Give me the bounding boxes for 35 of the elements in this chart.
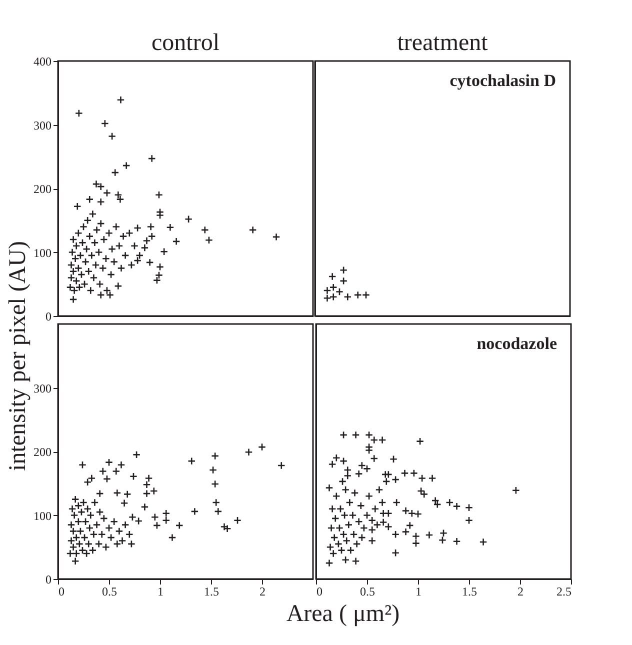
x-tick-label: 1 bbox=[158, 584, 164, 598]
y-axis-title: intensity per pixel (AU) bbox=[5, 241, 31, 471]
chart-title: control bbox=[152, 30, 220, 56]
x-tick-label: 0.5 bbox=[102, 584, 117, 598]
x-tick-label: 0 bbox=[316, 584, 322, 598]
y-tick-label: 0 bbox=[46, 310, 52, 324]
x-tick-label: 1 bbox=[416, 584, 422, 598]
x-tick-label: 0 bbox=[58, 584, 64, 598]
point bbox=[362, 290, 370, 299]
x-axis-title: Area ( μm²) bbox=[286, 601, 400, 627]
y-tick-label: 100 bbox=[34, 246, 52, 260]
x-tick-label: 1.5 bbox=[462, 584, 477, 598]
point bbox=[340, 266, 348, 274]
point bbox=[329, 292, 338, 301]
y-tick-label: 200 bbox=[34, 445, 52, 459]
point bbox=[323, 286, 332, 295]
x-tick-label: 2.5 bbox=[556, 584, 572, 598]
x-tick-label: 1.5 bbox=[204, 584, 219, 598]
y-tick-label: 0 bbox=[46, 572, 52, 586]
point bbox=[344, 292, 352, 301]
x-tick-label: 2 bbox=[260, 584, 266, 598]
y-tick-label: 300 bbox=[34, 118, 52, 132]
y-tick-label: 100 bbox=[34, 508, 52, 523]
point bbox=[354, 290, 362, 299]
annotation: cytochalasin D bbox=[450, 71, 556, 90]
x-tick-label: 0.5 bbox=[360, 584, 375, 598]
x-tick-label: 2 bbox=[518, 584, 524, 598]
y-tick-label: 300 bbox=[34, 381, 52, 396]
point bbox=[323, 294, 332, 302]
y-tick-label: 400 bbox=[34, 54, 52, 68]
point bbox=[340, 276, 348, 285]
annotation: nocodazole bbox=[476, 334, 558, 353]
chart-title: treatment bbox=[397, 30, 488, 56]
y-tick-label: 200 bbox=[34, 182, 52, 196]
point bbox=[328, 272, 336, 280]
